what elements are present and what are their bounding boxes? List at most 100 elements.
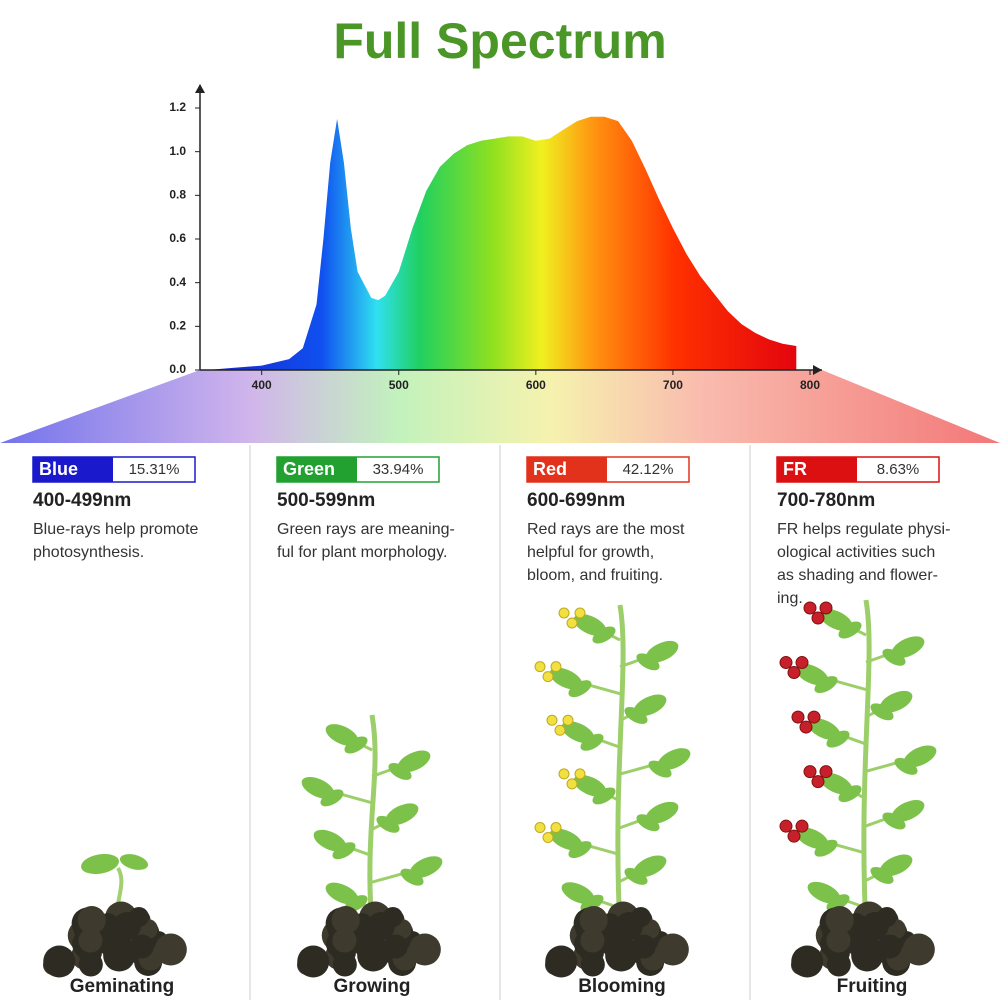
leaf <box>568 680 592 698</box>
soil <box>383 934 408 959</box>
flower <box>558 607 570 619</box>
leaf <box>580 733 604 751</box>
y-tick-label: 0.4 <box>169 275 186 289</box>
description-line: ological activities such <box>777 544 935 561</box>
leaf <box>838 621 862 639</box>
flower <box>574 768 586 780</box>
y-tick-label: 0.2 <box>169 319 186 333</box>
tag-name: FR <box>783 459 807 479</box>
leaf <box>301 776 335 799</box>
soil <box>601 927 634 960</box>
leaf <box>119 854 149 870</box>
flower <box>566 778 578 790</box>
fruit <box>803 601 817 615</box>
leaf <box>633 694 667 717</box>
y-tick-label: 1.0 <box>169 144 186 158</box>
description-line: FR helps regulate physi- <box>777 521 950 538</box>
tag-box <box>526 456 690 483</box>
tag-percent: 42.12% <box>623 461 674 478</box>
leaf <box>645 640 679 663</box>
tag-percent: 15.31% <box>129 461 180 478</box>
fruit <box>811 611 825 625</box>
leaf <box>633 855 667 878</box>
soil <box>332 928 357 953</box>
leaf <box>807 881 841 904</box>
fruit <box>791 710 805 724</box>
leaf <box>894 757 918 775</box>
description-line: bloom, and fruiting. <box>527 567 663 584</box>
tag-color <box>277 457 357 482</box>
description-line: helpful for growth, <box>527 544 654 561</box>
flower <box>566 617 578 629</box>
soil <box>128 907 149 927</box>
leaf <box>879 690 913 713</box>
leaf <box>657 748 691 770</box>
stem <box>367 714 378 931</box>
soil <box>902 933 935 966</box>
leaf <box>807 718 841 740</box>
flower <box>550 661 562 673</box>
fruit <box>779 819 793 833</box>
tag-box <box>32 456 196 483</box>
tag-percent: 33.94% <box>373 461 424 478</box>
leaf <box>636 814 660 832</box>
soil <box>791 945 824 978</box>
leaf <box>870 866 894 884</box>
leaf <box>325 724 359 746</box>
flower <box>546 714 558 726</box>
leaf <box>814 839 838 857</box>
flower <box>562 714 574 726</box>
fruit <box>807 710 821 724</box>
x-arrow <box>813 365 822 375</box>
soil <box>826 928 851 953</box>
range: 600-699nm <box>527 490 625 511</box>
leaf <box>624 867 648 885</box>
fruit <box>779 656 793 670</box>
leaf <box>549 667 583 690</box>
y-tick-label: 1.2 <box>169 100 186 114</box>
leaf <box>561 721 595 744</box>
leaf <box>561 882 595 905</box>
leaf <box>409 856 443 879</box>
leaf <box>388 762 412 780</box>
spectrum-area <box>206 116 797 370</box>
leaf <box>838 785 862 803</box>
leaf <box>320 789 344 807</box>
plot: 0.0 0.2 0.4 0.6 0.8 1.0 1.2 400 500 600 700 800 <box>169 100 820 392</box>
leaf <box>397 750 431 773</box>
soil <box>99 927 132 960</box>
tag-name: Blue <box>39 459 78 479</box>
y-tick-label: 0.6 <box>169 231 186 245</box>
fruit <box>799 720 813 734</box>
fruit <box>803 765 817 779</box>
tag-box <box>276 456 440 483</box>
leaf <box>882 648 906 666</box>
x-tick-label: 600 <box>526 378 546 392</box>
x-tick-label: 700 <box>663 378 683 392</box>
leaf <box>400 868 424 886</box>
stem <box>861 599 872 931</box>
leaf <box>636 653 660 671</box>
leaf <box>819 609 853 631</box>
x-tick-label: 500 <box>389 378 409 392</box>
leaf <box>870 703 894 721</box>
leaf <box>81 853 119 875</box>
x-tick-label: 800 <box>800 378 820 392</box>
soil <box>630 907 651 927</box>
description-line: Blue-rays help promote <box>33 521 199 538</box>
soil <box>876 907 897 927</box>
stem <box>615 604 626 931</box>
soil <box>331 906 360 934</box>
flower <box>558 768 570 780</box>
flower <box>534 822 546 834</box>
flower <box>542 671 554 683</box>
leaf <box>332 842 356 860</box>
chart-title: Full Spectrum <box>333 13 666 69</box>
leaf <box>882 812 906 830</box>
soil <box>825 906 854 934</box>
soil <box>847 927 880 960</box>
description-line: photosynthesis. <box>33 544 144 561</box>
range: 500-599nm <box>277 490 375 511</box>
soil <box>580 928 605 953</box>
